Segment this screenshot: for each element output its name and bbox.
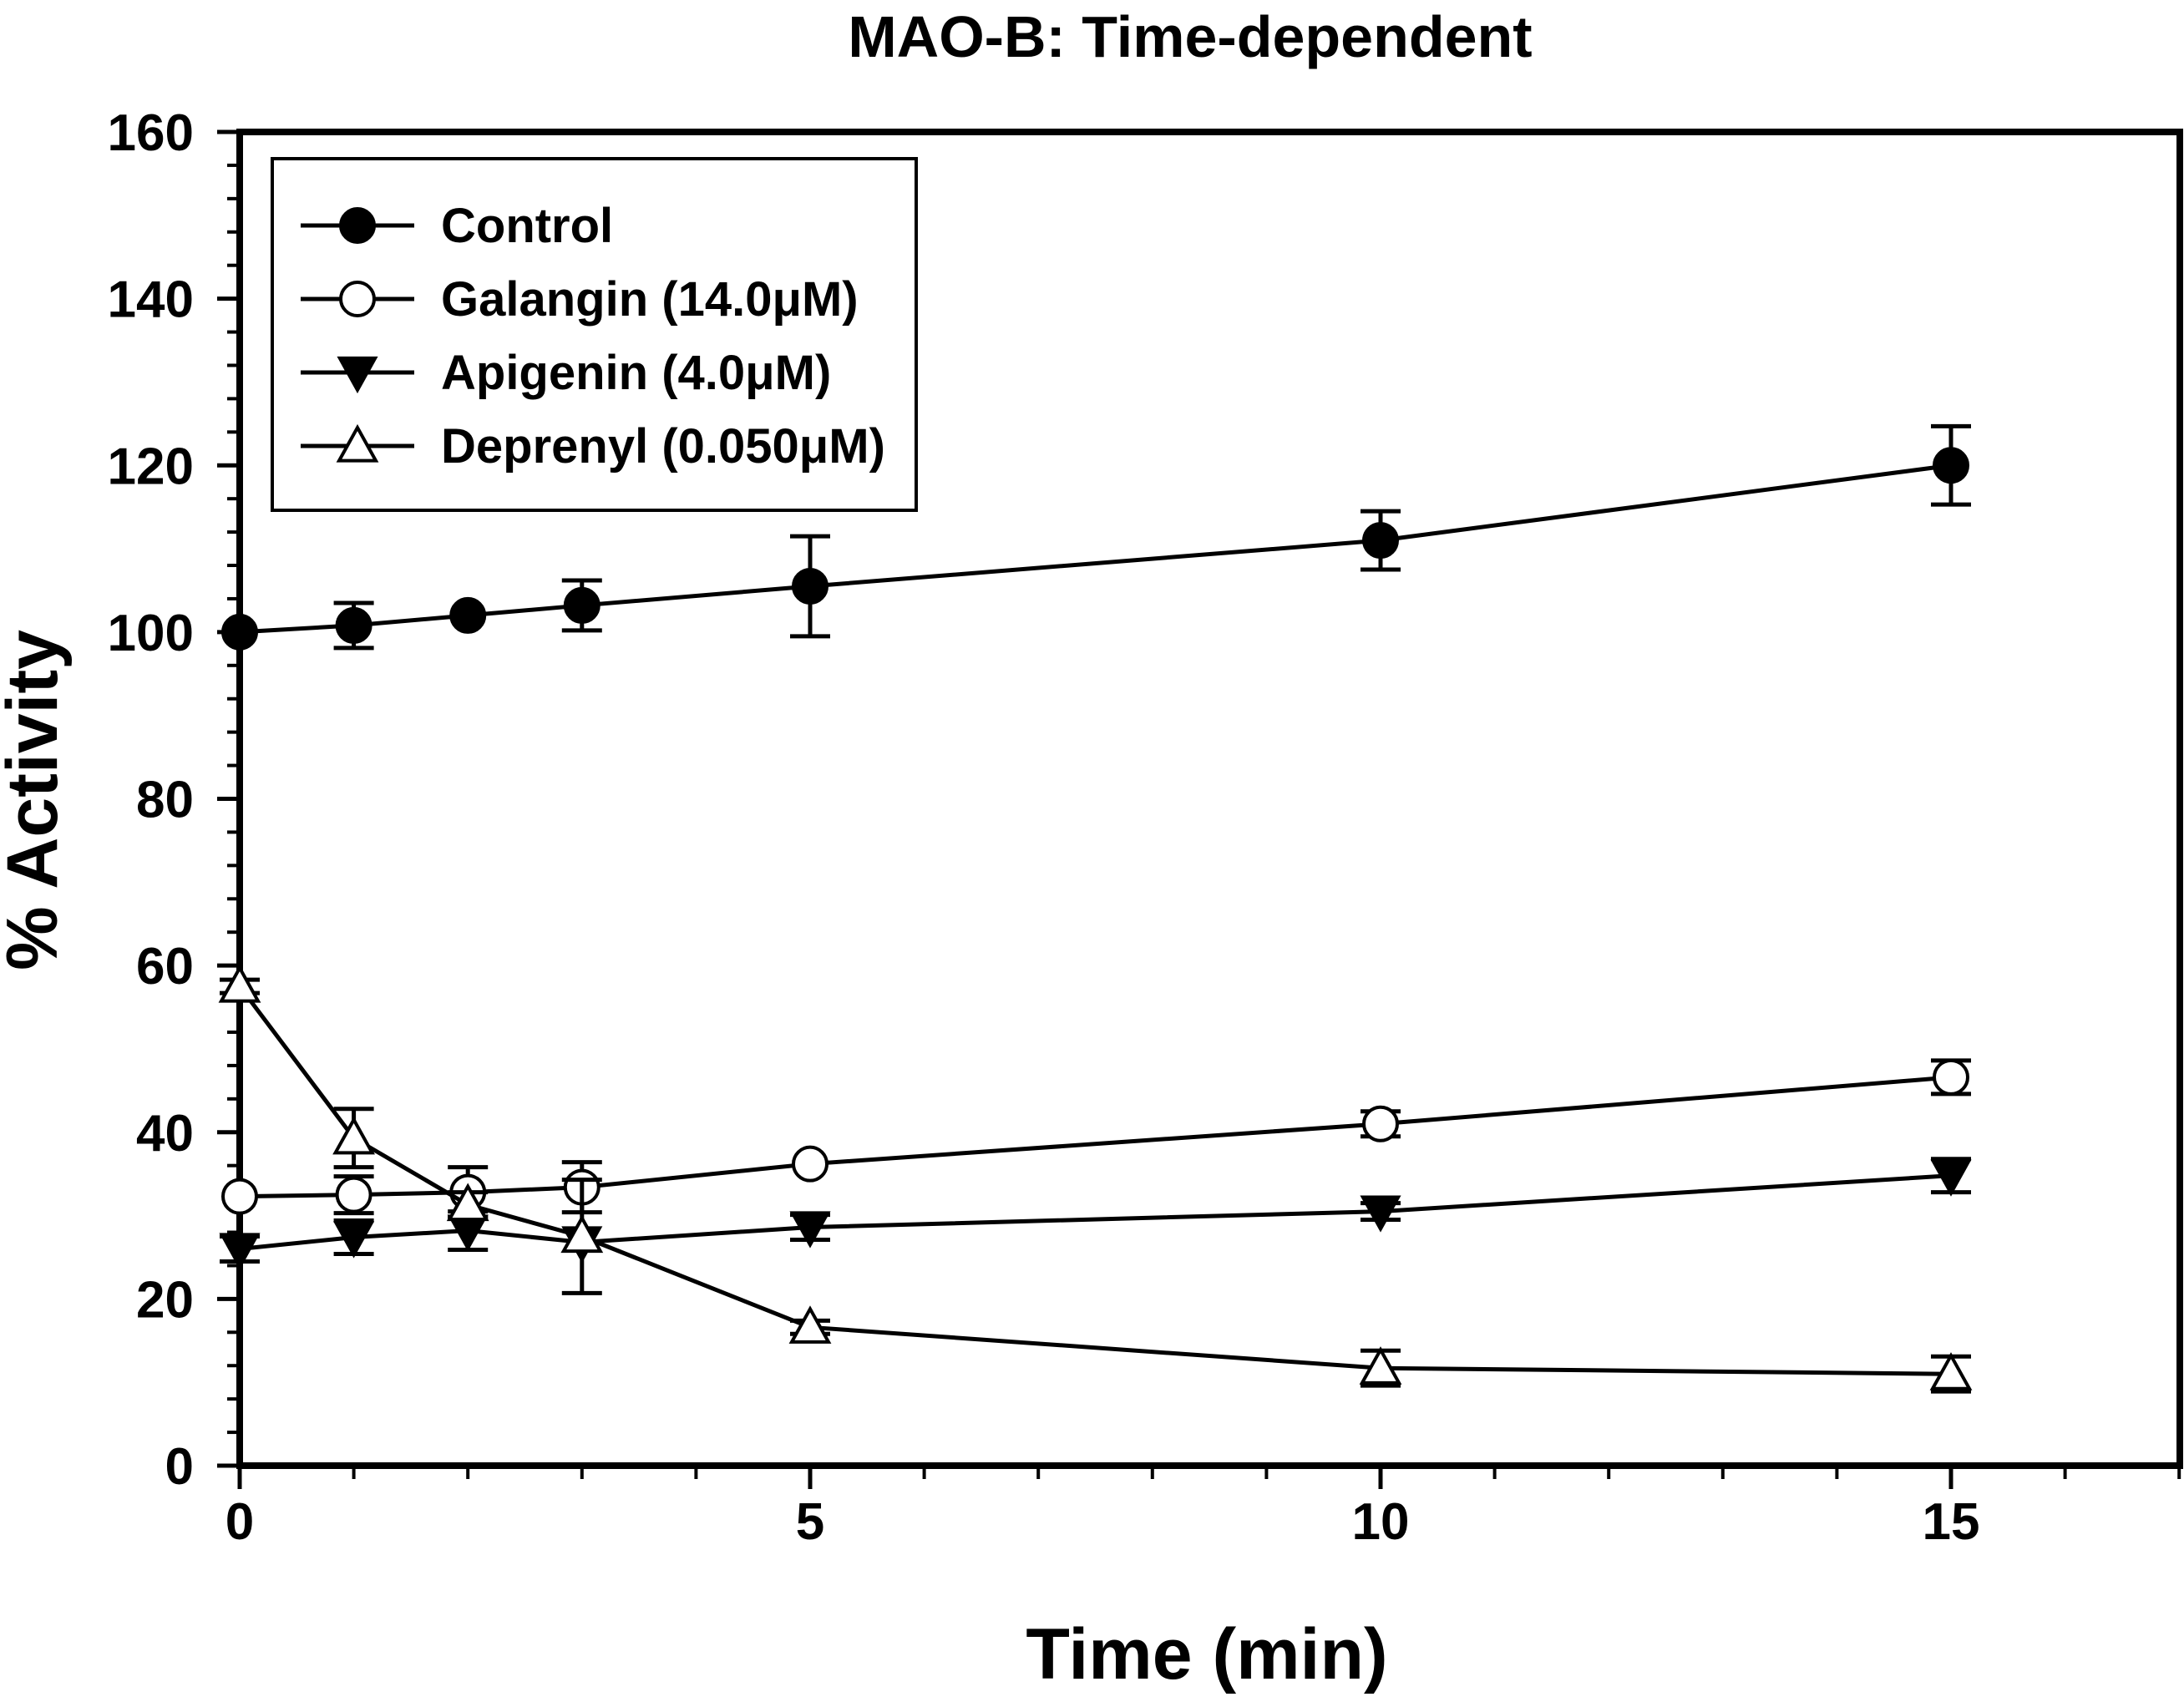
data-point: [1362, 1105, 1399, 1142]
data-point: [560, 1214, 604, 1254]
data-point: [221, 1178, 258, 1215]
data-point: [219, 1233, 261, 1270]
data-point: [449, 596, 487, 634]
y-tick-label: 140: [108, 271, 194, 329]
y-tick-label: 60: [136, 938, 194, 995]
data-point: [1933, 447, 1969, 484]
data-point: [446, 1183, 489, 1222]
x-tick-label: 15: [1923, 1493, 1980, 1551]
data-point: [221, 613, 258, 651]
legend-item-control: Control: [301, 199, 613, 253]
data-point: [335, 606, 372, 644]
series-deprenyl-0-050-m: [218, 964, 1973, 1394]
series-control: [221, 423, 1971, 651]
data-point: [1929, 1352, 1973, 1390]
y-tick-label: 80: [136, 772, 194, 829]
legend-item-galangin-14-0-m: Galangin (14.0μM): [301, 272, 859, 327]
axis-ticks: 0 20 40 60 80 100 120 140 160 0 5 10 15: [108, 104, 2181, 1551]
x-tick-label: 5: [796, 1493, 824, 1551]
data-point: [1362, 522, 1399, 560]
data-point: [332, 1116, 375, 1155]
data-point: [789, 1211, 831, 1249]
data-point: [792, 1145, 829, 1183]
x-axis-label: Time (min): [1026, 1614, 1387, 1694]
data-point: [1930, 1159, 1972, 1197]
data-point: [1933, 1058, 1969, 1096]
data-point: [218, 964, 261, 1003]
legend-label: Deprenyl (0.050μM): [441, 419, 885, 474]
legend-label: Control: [441, 199, 613, 253]
x-tick-label: 10: [1352, 1493, 1410, 1551]
legend-marker: [336, 423, 379, 463]
legend-label: Apigenin (4.0μM): [441, 346, 831, 400]
chart-title: MAO-B: Time-dependent: [848, 4, 1532, 69]
data-point: [1360, 1195, 1401, 1233]
data-point: [788, 1305, 832, 1344]
legend-items: Control Galangin (14.0μM) Apigenin (4.0μM)…: [301, 199, 885, 474]
series-line: [239, 1075, 1952, 1199]
y-tick-label: 160: [108, 104, 194, 162]
data-point: [563, 586, 600, 624]
legend-item-apigenin-4-0-m: Apigenin (4.0μM): [301, 346, 831, 400]
data-point: [333, 1221, 375, 1259]
data-point: [335, 1176, 372, 1213]
legend-item-deprenyl-0-050-m: Deprenyl (0.050μM): [301, 419, 885, 474]
legend-marker: [339, 207, 376, 244]
legend-box: [271, 157, 918, 512]
legend-marker: [339, 281, 376, 317]
y-axis-label: % Activity: [0, 630, 73, 970]
y-tick-label: 0: [165, 1438, 194, 1496]
legend-label: Galangin (14.0μM): [441, 272, 859, 327]
y-tick-label: 40: [136, 1105, 194, 1163]
x-tick-label: 0: [225, 1493, 254, 1551]
y-tick-label: 20: [136, 1271, 194, 1329]
data-point: [792, 567, 829, 605]
series-layer: [218, 423, 1973, 1394]
y-tick-label: 120: [108, 438, 194, 495]
series-line: [238, 985, 1952, 1376]
data-point: [1359, 1346, 1402, 1385]
y-tick-label: 100: [108, 605, 194, 662]
legend-marker: [337, 356, 378, 394]
legend: Control Galangin (14.0μM) Apigenin (4.0μM)…: [271, 157, 918, 512]
